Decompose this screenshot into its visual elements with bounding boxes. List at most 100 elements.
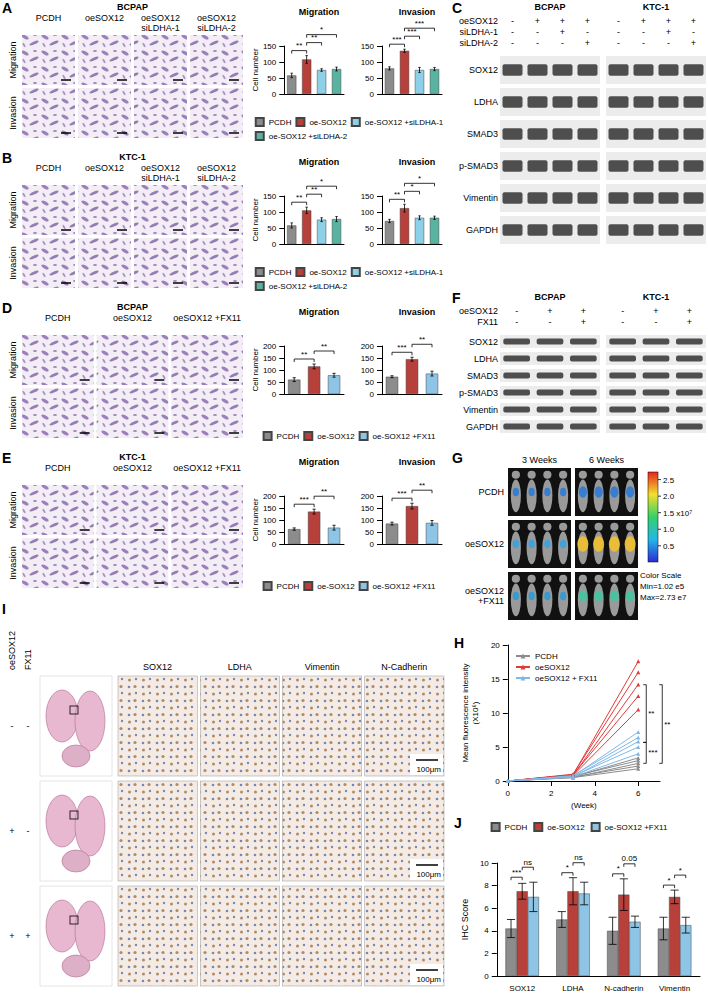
svg-text:oe-SOX12: oe-SOX12 (309, 268, 347, 277)
svg-text:+: + (25, 931, 30, 941)
svg-text:PCDH: PCDH (45, 463, 71, 473)
svg-text:oeSOX12: oeSOX12 (85, 163, 124, 173)
svg-text:oeSOX12siLDHA-2: oeSOX12siLDHA-2 (197, 13, 236, 33)
svg-text:PCDH: PCDH (277, 582, 300, 591)
svg-text:100: 100 (263, 58, 277, 67)
svg-text:Max=2.73 e7: Max=2.73 e7 (640, 593, 687, 602)
svg-text:0: 0 (370, 240, 375, 249)
svg-text:150: 150 (361, 192, 375, 201)
svg-text:p-SMAD3: p-SMAD3 (459, 161, 498, 171)
svg-text:0: 0 (495, 777, 500, 786)
svg-text:0: 0 (272, 540, 277, 549)
svg-text:Invasion: Invasion (8, 546, 18, 580)
svg-text:Migration: Migration (299, 7, 340, 17)
svg-text:*: * (320, 177, 323, 186)
svg-text:Color Scale: Color Scale (640, 571, 682, 580)
svg-text:oeSOX12siLDHA-1: oeSOX12siLDHA-1 (141, 163, 180, 183)
svg-text:-: - (27, 826, 30, 836)
svg-text:200: 200 (263, 342, 277, 351)
svg-text:-: - (561, 38, 564, 48)
svg-text:-: - (655, 317, 658, 327)
svg-text:oeSOX12: oeSOX12 (459, 16, 498, 26)
svg-text:Invasion: Invasion (399, 7, 436, 17)
svg-text:LDHA: LDHA (474, 354, 498, 364)
svg-text:oe-SOX12: oe-SOX12 (309, 118, 347, 127)
svg-text:6: 6 (636, 789, 641, 798)
svg-text:oeSOX12+FX11: oeSOX12+FX11 (465, 586, 504, 606)
svg-text:SOX12: SOX12 (469, 337, 498, 347)
svg-text:ns: ns (524, 858, 532, 867)
svg-text:Min=1.02 e5: Min=1.02 e5 (640, 582, 685, 591)
svg-text:**: ** (321, 342, 327, 351)
svg-text:-: - (511, 27, 514, 37)
svg-text:Invasion: Invasion (399, 307, 436, 317)
svg-text:150: 150 (361, 42, 375, 51)
svg-text:G: G (452, 450, 463, 466)
svg-text:1.5 x10⁷: 1.5 x10⁷ (663, 508, 692, 517)
svg-text:-: - (586, 27, 589, 37)
svg-text:PCDH: PCDH (505, 823, 528, 832)
svg-text:Vimentin: Vimentin (305, 662, 340, 672)
svg-text:+: + (585, 16, 590, 26)
svg-text:PCDH: PCDH (45, 313, 71, 323)
svg-text:100: 100 (263, 208, 277, 217)
svg-text:150: 150 (263, 354, 277, 363)
svg-text:100: 100 (361, 58, 375, 67)
svg-text:KTC-1: KTC-1 (119, 452, 146, 462)
svg-text:oeSOX12 + FX11: oeSOX12 + FX11 (535, 674, 598, 683)
svg-text:100: 100 (361, 208, 375, 217)
svg-text:150: 150 (361, 354, 375, 363)
svg-text:PCDH: PCDH (36, 163, 62, 173)
svg-text:-: - (549, 317, 552, 327)
svg-text:+: + (687, 317, 692, 327)
svg-text:+: + (687, 306, 692, 316)
svg-text:200: 200 (361, 342, 375, 351)
svg-text:E: E (2, 450, 11, 466)
svg-text:PCDH: PCDH (277, 432, 300, 441)
svg-text:Migration: Migration (8, 191, 18, 228)
svg-text:**: ** (296, 193, 302, 202)
svg-text:Invasion: Invasion (399, 157, 436, 167)
svg-text:SMAD3: SMAD3 (467, 129, 498, 139)
svg-text:oe-SOX12: oe-SOX12 (547, 823, 585, 832)
svg-text:Invasion: Invasion (8, 96, 18, 130)
svg-text:LDHA: LDHA (228, 662, 252, 672)
svg-text:N-cadherin: N-cadherin (604, 984, 643, 993)
svg-text:oe-SOX12 +siLDHA-2: oe-SOX12 +siLDHA-2 (269, 132, 348, 141)
svg-text:+: + (641, 16, 646, 26)
svg-text:6: 6 (484, 904, 489, 913)
svg-text:*: * (566, 863, 569, 872)
svg-text:***: *** (392, 35, 401, 44)
svg-text:*: * (617, 864, 620, 873)
svg-text:0.5: 0.5 (663, 541, 675, 550)
svg-text:50: 50 (267, 224, 276, 233)
svg-text:**: ** (301, 350, 307, 359)
svg-text:-: - (536, 27, 539, 37)
svg-text:Cell number: Cell number (251, 198, 260, 241)
svg-text:0: 0 (370, 540, 375, 549)
svg-text:FX11: FX11 (477, 317, 498, 327)
svg-text:***: *** (397, 489, 406, 498)
svg-text:PCDH: PCDH (269, 118, 292, 127)
svg-text:50: 50 (365, 224, 374, 233)
svg-text:BCPAP: BCPAP (117, 2, 148, 12)
svg-text:PCDH: PCDH (478, 487, 504, 497)
svg-text:100μm: 100μm (416, 975, 441, 984)
svg-text:0: 0 (506, 789, 511, 798)
svg-text:50: 50 (365, 528, 374, 537)
svg-text:150: 150 (263, 42, 277, 51)
svg-text:IHC Score: IHC Score (460, 899, 470, 941)
svg-text:p-SMAD3: p-SMAD3 (459, 388, 498, 398)
svg-text:100: 100 (361, 516, 375, 525)
svg-text:10: 10 (480, 859, 489, 868)
svg-text:**: ** (664, 720, 670, 729)
svg-text:***: *** (415, 19, 424, 28)
svg-text:oeSOX12siLDHA-1: oeSOX12siLDHA-1 (141, 13, 180, 33)
svg-text:+: + (581, 306, 586, 316)
svg-text:LDHA: LDHA (474, 97, 498, 107)
svg-text:D: D (2, 300, 12, 316)
svg-text:0: 0 (272, 240, 277, 249)
svg-text:2.5: 2.5 (663, 475, 675, 484)
svg-text:oeSOX12: oeSOX12 (113, 313, 152, 323)
svg-text:SOX12: SOX12 (143, 662, 172, 672)
